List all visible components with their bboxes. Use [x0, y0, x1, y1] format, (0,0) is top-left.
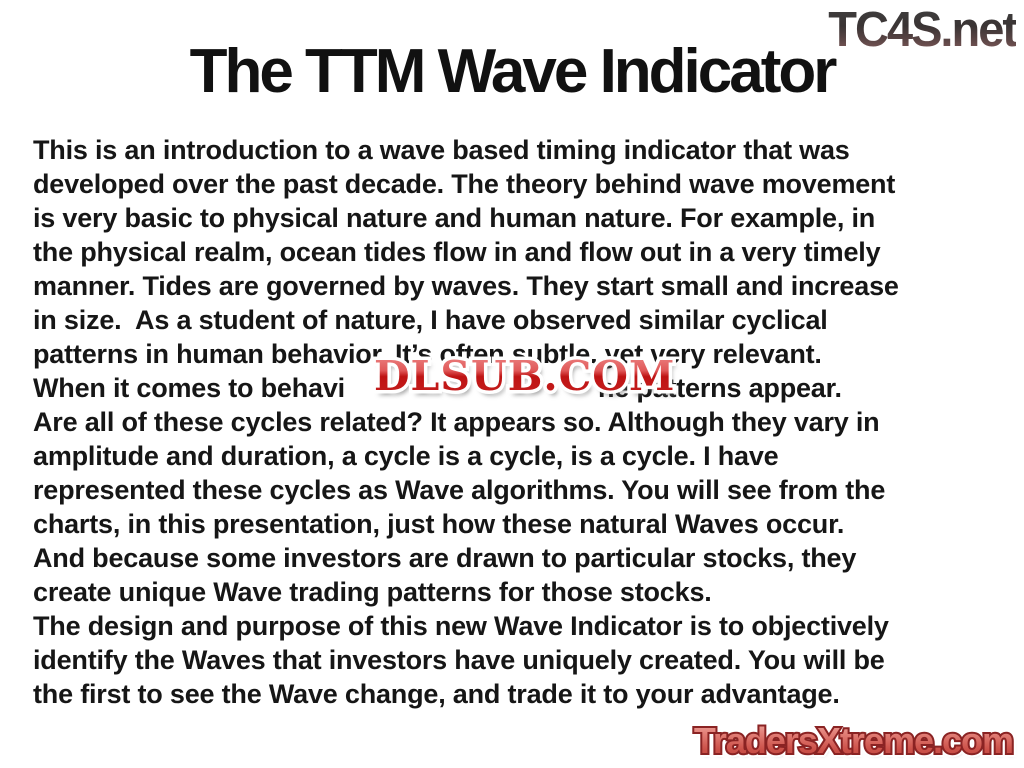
body-line: manner. Tides are governed by waves. The… [33, 271, 899, 301]
body-line: charts, in this presentation, just how t… [33, 509, 845, 539]
body-line: create unique Wave trading patterns for … [33, 577, 712, 607]
watermark-tc4s-net: TC4S.net [828, 1, 1018, 57]
watermark-dlsub-outline-layer: DLSUB.COM [370, 349, 677, 404]
watermark-tradersxtreme-com: TradersXtreme.com TradersXtreme.com Trad… [690, 717, 1018, 765]
body-line: represented these cycles as Wave algorit… [33, 475, 886, 505]
body-line: developed over the past decade. The theo… [33, 169, 896, 199]
watermark-dlsub-com: DLSUB.COM DLSUB.COM [370, 349, 677, 404]
body-line: Are all of these cycles related? It appe… [33, 407, 880, 437]
body-line-fragment-post: ne patterns appear. [597, 373, 842, 403]
body-line: patterns in human behavior. It’s often s… [33, 339, 822, 369]
body-line: the first to see the Wave change, and tr… [33, 679, 840, 709]
body-line: amplitude and duration, a cycle is a cyc… [33, 441, 779, 471]
watermark-tradersxtreme-white-outline-layer: TradersXtreme.com [690, 717, 1018, 765]
body-line: This is an introduction to a wave based … [33, 135, 850, 165]
body-line: the physical realm, ocean tides flow in … [33, 237, 881, 267]
slide-body-paragraph: This is an introduction to a wave based … [33, 133, 1014, 711]
body-line: And because some investors are drawn to … [33, 543, 857, 573]
watermark-tradersxtreme-fill-layer: TradersXtreme.com [693, 720, 1014, 761]
body-line: in size. As a student of nature, I have … [33, 305, 828, 335]
body-line: is very basic to physical nature and hum… [33, 203, 876, 233]
watermark-dlsub-fill-layer: DLSUB.COM [374, 352, 676, 400]
body-line-fragment-pre: When it comes to behavi [33, 373, 345, 403]
body-line: The design and purpose of this new Wave … [33, 611, 889, 641]
body-line-interrupted-by-watermark: When it comes to behavi ne patterns appea… [33, 371, 1014, 405]
slide-title: The TTM Wave Indicator [189, 37, 838, 106]
body-line: identify the Waves that investors have u… [33, 645, 885, 675]
watermark-tradersxtreme-dark-outline-layer: TradersXtreme.com [692, 719, 1016, 762]
